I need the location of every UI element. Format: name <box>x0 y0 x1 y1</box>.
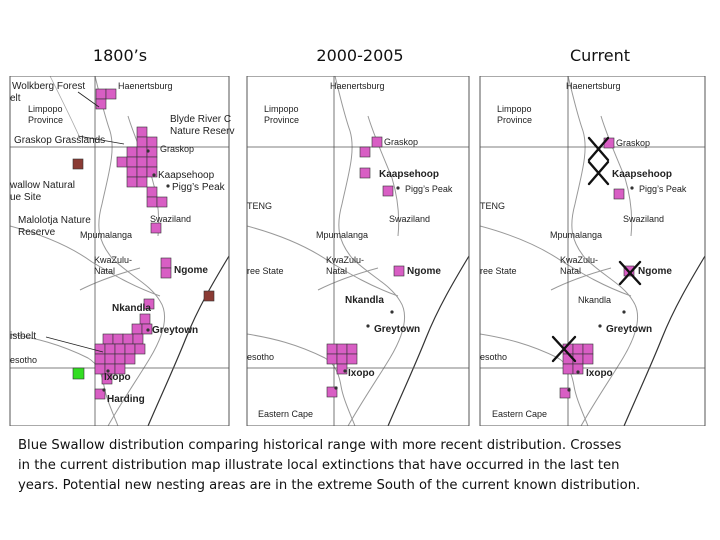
label-malolotja-1: Malolotja Nature <box>18 215 91 226</box>
label-easterncape-3: Eastern Cape <box>492 409 547 419</box>
label-kaapsehoop-3: Kaapsehoop <box>612 169 672 180</box>
label-swaziland-2: Swaziland <box>389 214 430 224</box>
label-kaapsehoop-2: Kaapsehoop <box>379 169 439 180</box>
label-nkandla-2: Nkandla <box>345 295 384 306</box>
label-teng-2: TENG <box>247 201 272 211</box>
label-blyde-2: Nature Reserv <box>170 126 234 137</box>
label-esotho-2: esotho <box>247 352 274 362</box>
label-ngome-3: Ngome <box>638 266 672 277</box>
green-record <box>72 367 85 380</box>
distribution-maps: Wolkberg Forest elt Haenertsburg Limpopo… <box>9 76 706 426</box>
label-ixopo-2: Ixopo <box>348 368 375 379</box>
map-panel-1800s: Wolkberg Forest elt Haenertsburg Limpopo… <box>9 76 234 426</box>
caption-line-3: years. Potential new nesting areas are i… <box>18 478 641 493</box>
extinction-cross-kaapsehoop <box>587 160 610 186</box>
label-haenertsburg-3: Haenertsburg <box>566 81 621 91</box>
label-piggs-2: Pigg’s Peak <box>405 184 453 194</box>
label-freestate-3: ree State <box>480 266 517 276</box>
label-graskop-1: Graskop <box>160 144 194 154</box>
label-piggs-1: Pigg’s Peak <box>172 182 226 193</box>
brown-record-2 <box>203 290 215 302</box>
label-ngome-1: Ngome <box>174 265 208 276</box>
label-mpumalanga-3: Mpumalanga <box>550 230 602 240</box>
label-kzn-1b: Natal <box>94 266 115 276</box>
caption-line-1: Blue Swallow distribution comparing hist… <box>18 438 622 453</box>
label-harding-1: Harding <box>107 394 145 405</box>
label-swallow-2: ue Site <box>10 192 42 203</box>
extinction-cross-ngome <box>618 260 642 286</box>
map-panel-2000-2005: Haenertsburg Limpopo Province Graskop Ka… <box>246 76 470 426</box>
extinction-cross-ixopo <box>551 335 577 363</box>
label-limpopo-1: Limpopo <box>28 104 63 114</box>
panel-title-current: Current <box>569 46 631 65</box>
extinction-cross-graskop <box>587 136 610 162</box>
figure-caption: Blue Swallow distribution comparing hist… <box>18 436 714 496</box>
label-freestate-2: ree State <box>247 266 284 276</box>
label-limpopo-2: Limpopo <box>264 104 299 114</box>
label-easterncape-2: Eastern Cape <box>258 409 313 419</box>
label-graskop-2: Graskop <box>384 137 418 147</box>
label-mistbelt: istbelt <box>10 331 36 342</box>
label-ngome-2: Ngome <box>407 266 441 277</box>
label-swallow-1: wallow Natural <box>9 180 75 191</box>
label-haenertsburg-1: Haenertsburg <box>118 81 173 91</box>
label-kaapsehoop-1: Kaapsehoop <box>158 170 215 181</box>
label-malolotja-2: Reserve <box>18 227 56 238</box>
label-greytown-3: Greytown <box>606 324 652 335</box>
label-graskop-3: Graskop <box>616 138 650 148</box>
label-piggs-3: Pigg’s Peak <box>639 184 687 194</box>
label-wolkberg: Wolkberg Forest <box>12 81 85 92</box>
label-province-1: Province <box>28 115 63 125</box>
label-blyde-1: Blyde River C <box>170 114 231 125</box>
label-mpumalanga-1: Mpumalanga <box>80 230 132 240</box>
label-nkandla-3: Nkandla <box>578 295 611 305</box>
label-teng-3: TENG <box>480 201 505 211</box>
label-kzn-2a: KwaZulu- <box>326 255 364 265</box>
label-graskop-grasslands: Graskop Grasslands <box>14 135 105 146</box>
brown-record-1 <box>72 158 84 170</box>
label-swaziland-3: Swaziland <box>623 214 664 224</box>
caption-line-2: in the current distribution map illustra… <box>18 458 620 473</box>
label-kzn-1a: KwaZulu- <box>94 255 132 265</box>
label-kzn-3b: Natal <box>560 266 581 276</box>
label-esotho-1: esotho <box>10 355 37 365</box>
label-elt: elt <box>10 93 21 104</box>
label-kzn-2b: Natal <box>326 266 347 276</box>
label-greytown-2: Greytown <box>374 324 420 335</box>
label-nkandla-1: Nkandla <box>112 303 151 314</box>
label-kzn-3a: KwaZulu- <box>560 255 598 265</box>
label-ixopo-3: Ixopo <box>586 368 613 379</box>
label-ixopo-1: Ixopo <box>104 372 131 383</box>
label-esotho-3: esotho <box>480 352 507 362</box>
label-swaziland-1: Swaziland <box>150 214 191 224</box>
extinction-crosses <box>551 136 642 363</box>
map-panel-current: Haenertsburg Limpopo Province Graskop Ka… <box>479 76 706 426</box>
panel-title-2000-2005: 2000-2005 <box>316 46 404 65</box>
panel-title-1800s: 1800’s <box>92 46 148 65</box>
label-province-2: Province <box>264 115 299 125</box>
label-mpumalanga-2: Mpumalanga <box>316 230 368 240</box>
label-greytown-1: Greytown <box>152 325 198 336</box>
label-limpopo-3: Limpopo <box>497 104 532 114</box>
label-haenertsburg-2: Haenertsburg <box>330 81 385 91</box>
label-province-3: Province <box>497 115 532 125</box>
